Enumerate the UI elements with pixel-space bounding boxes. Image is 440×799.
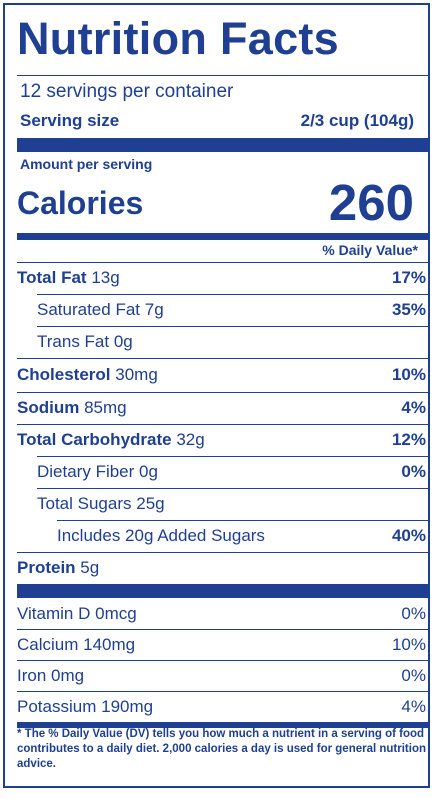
nutrient-dv: 35% — [391, 300, 426, 319]
nutrient-amount: 13g — [91, 268, 120, 287]
daily-value-header: % Daily Value* — [322, 242, 418, 258]
serving-size-value: 2/3 cup (104g) — [300, 111, 414, 130]
nutrient-row-dietary-fiber: Dietary Fiber 0g 0% — [17, 457, 426, 487]
divider — [17, 629, 428, 630]
nutrient-amount: 32g — [176, 430, 205, 449]
nutrient-row-protein: Protein 5g — [17, 553, 426, 583]
vitamin-name: Calcium — [17, 635, 79, 654]
medium-divider — [17, 722, 428, 728]
divider — [17, 424, 428, 425]
nutrient-name: Total Sugars — [37, 494, 132, 513]
divider — [37, 326, 428, 327]
nutrient-amount: 7g — [144, 300, 164, 319]
nutrient-dv: 0% — [401, 462, 426, 481]
vitamin-dv: 4% — [401, 697, 426, 716]
thick-divider — [17, 584, 428, 598]
divider — [17, 262, 428, 263]
divider — [37, 488, 428, 489]
nutrient-row-total-carbohydrate: Total Carbohydrate 32g 12% — [17, 425, 426, 455]
nutrient-amount: 0g — [113, 332, 133, 351]
vitamin-row-calcium: Calcium 140mg 10% — [17, 630, 426, 660]
nutrient-name: Dietary Fiber — [37, 462, 135, 481]
nutrient-name: Saturated Fat — [37, 300, 141, 319]
nutrient-dv: 17% — [391, 268, 426, 287]
nutrient-name: Cholesterol — [17, 365, 111, 384]
divider — [37, 294, 428, 295]
nutrient-amount: 30mg — [115, 365, 158, 384]
nutrient-dv: 10% — [391, 365, 426, 384]
vitamin-row-iron: Iron 0mg 0% — [17, 661, 426, 691]
nutrient-name: Trans Fat — [37, 332, 110, 351]
serving-size-label: Serving size — [20, 111, 120, 130]
divider — [17, 552, 428, 553]
nutrient-amount: 25g — [136, 494, 165, 513]
nutrient-name: Total Fat — [17, 268, 87, 287]
nutrient-row-total-sugars: Total Sugars 25g — [17, 489, 426, 519]
nutrient-amount: 5g — [80, 558, 100, 577]
label-title: Nutrition Facts — [17, 13, 340, 64]
vitamin-row-vitamin-d: Vitamin D 0mcg 0% — [17, 599, 426, 629]
vitamin-dv: 10% — [391, 635, 426, 654]
nutrient-amount: 0g — [139, 462, 158, 481]
nutrient-name: Includes 20g Added Sugars — [57, 526, 265, 545]
divider — [37, 456, 428, 457]
vitamin-name: Potassium — [17, 697, 97, 716]
nutrient-amount: 85mg — [84, 398, 127, 417]
divider — [17, 691, 428, 692]
vitamin-amount: 0mcg — [95, 604, 137, 623]
nutrient-name: Sodium — [17, 398, 80, 417]
nutrient-row-sodium: Sodium 85mg 4% — [17, 393, 426, 423]
vitamin-amount: 0mg — [51, 666, 85, 685]
vitamin-dv: 0% — [401, 666, 426, 685]
calories-value: 260 — [328, 174, 414, 231]
divider — [17, 660, 428, 661]
thick-divider — [17, 138, 428, 152]
divider — [17, 75, 428, 76]
nutrient-row-total-fat: Total Fat 13g 17% — [17, 263, 426, 293]
nutrient-dv: 40% — [391, 526, 426, 545]
servings-per-container: 12 servings per container — [20, 81, 234, 102]
vitamin-amount: 190mg — [101, 697, 154, 716]
nutrition-facts-label: Nutrition Facts 12 servings per containe… — [3, 3, 430, 788]
vitamin-name: Vitamin D — [17, 604, 91, 623]
nutrient-row-saturated-fat: Saturated Fat 7g 35% — [17, 295, 426, 325]
footnote: * The % Daily Value (DV) tells you how m… — [17, 728, 427, 770]
nutrient-name: Protein — [17, 558, 76, 577]
divider — [57, 520, 428, 521]
medium-divider — [17, 233, 428, 240]
vitamin-row-potassium: Potassium 190mg 4% — [17, 692, 426, 722]
nutrient-name: Total Carbohydrate — [17, 430, 172, 449]
calories-label: Calories — [17, 185, 144, 221]
amount-per-serving: Amount per serving — [20, 156, 153, 172]
divider — [17, 358, 428, 359]
nutrient-dv: 12% — [391, 430, 426, 449]
nutrient-row-added-sugars: Includes 20g Added Sugars 40% — [17, 521, 426, 551]
vitamin-dv: 0% — [401, 604, 426, 623]
nutrient-dv: 4% — [401, 398, 426, 417]
vitamin-amount: 140mg — [83, 635, 136, 654]
vitamin-name: Iron — [17, 666, 47, 685]
divider — [17, 392, 428, 393]
nutrient-row-cholesterol: Cholesterol 30mg 10% — [17, 360, 426, 390]
nutrient-row-trans-fat: Trans Fat 0g — [17, 327, 426, 357]
